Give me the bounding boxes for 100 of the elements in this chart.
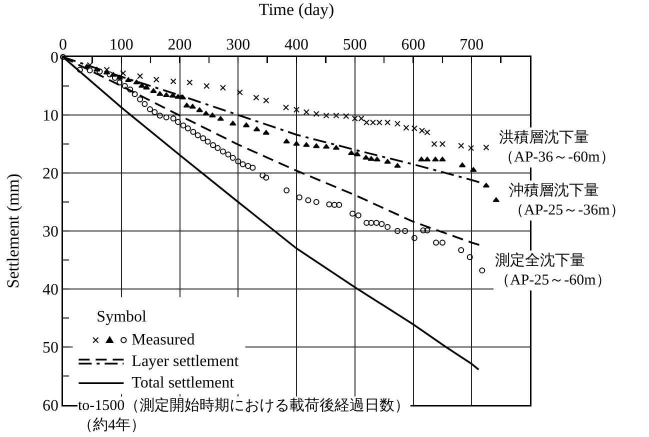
point: [466, 254, 473, 260]
point: [184, 125, 191, 132]
point: [333, 112, 340, 119]
point: [384, 120, 391, 126]
point: [492, 197, 500, 202]
point: [322, 144, 330, 149]
point: [293, 141, 300, 146]
point: [142, 100, 148, 107]
point: [394, 120, 400, 127]
y-tick-label: 50: [42, 340, 58, 357]
point: [235, 158, 242, 164]
point: [331, 202, 338, 208]
y-tick-label: 0: [50, 50, 58, 67]
point: [194, 132, 201, 138]
point: [146, 106, 153, 112]
point: [132, 91, 138, 98]
point: [153, 76, 160, 83]
point: [303, 109, 310, 116]
point: [170, 78, 176, 84]
point: [354, 151, 361, 156]
point: [240, 161, 246, 168]
point: [133, 80, 140, 84]
point: [116, 80, 123, 86]
point: [343, 113, 350, 120]
point: [312, 143, 320, 148]
point: [76, 66, 83, 73]
point: [364, 220, 370, 226]
point: [156, 112, 163, 119]
y-tick-label: 30: [42, 224, 58, 241]
point: [263, 174, 270, 181]
point: [220, 148, 226, 155]
point: [209, 112, 216, 118]
point: [150, 88, 157, 93]
point: [196, 107, 203, 112]
point: [186, 80, 193, 86]
point: [202, 110, 210, 116]
point: [458, 162, 466, 168]
point: [355, 212, 362, 218]
y-axis-title: Settlement (mm): [4, 174, 23, 288]
point: [403, 124, 410, 131]
point: [175, 118, 181, 125]
point: [180, 122, 186, 128]
point: [368, 220, 374, 226]
point: [411, 125, 418, 132]
x-tick-label: 200: [168, 36, 192, 54]
point: [420, 227, 426, 234]
point: [190, 128, 196, 135]
point: [260, 172, 266, 178]
point: [156, 91, 164, 96]
point: [284, 187, 290, 194]
point: [220, 84, 226, 91]
point: [143, 84, 150, 90]
point: [326, 201, 332, 208]
point: [458, 142, 464, 149]
point: [468, 145, 474, 152]
y-tick-label: 60: [42, 398, 58, 415]
point: [313, 110, 320, 117]
point: [384, 158, 391, 164]
point: [431, 141, 438, 147]
point: [152, 109, 158, 116]
point: [418, 156, 425, 162]
point: [162, 92, 170, 98]
point: [204, 138, 211, 145]
x-tick-label: 600: [401, 36, 426, 54]
point: [253, 94, 260, 101]
annotation: to-1500（測定開始時期における載荷後経過日数）（約4年）: [78, 397, 410, 434]
point: [127, 86, 134, 92]
x-tick-label: 300: [226, 36, 250, 54]
point: [170, 115, 176, 122]
annotation: 測定全沈下量（AP-25～-60m）: [495, 252, 611, 288]
point: [296, 194, 302, 200]
point: [122, 83, 128, 89]
y-tick-label: 40: [42, 282, 58, 299]
point: [200, 135, 206, 142]
point: [245, 163, 252, 170]
point: [313, 199, 320, 205]
point: [210, 142, 216, 148]
x-axis-title: Time (day): [258, 0, 334, 19]
legend-label: Measured: [132, 332, 195, 349]
point: [283, 138, 290, 144]
point: [137, 73, 144, 80]
point: [230, 154, 236, 161]
point: [303, 142, 310, 147]
point: [394, 228, 400, 234]
x-tick-label: 700: [460, 36, 484, 54]
point: [163, 114, 170, 120]
point: [348, 150, 355, 156]
point: [458, 247, 464, 254]
point: [374, 156, 380, 162]
point: [242, 122, 250, 128]
x-tick-label: 500: [342, 36, 367, 54]
point: [137, 96, 144, 102]
x-tick-label: 100: [109, 36, 134, 54]
point: [96, 68, 103, 74]
point: [411, 234, 418, 241]
point: [294, 106, 300, 113]
point: [225, 151, 232, 158]
point: [483, 144, 490, 150]
legend-label: Layer settlement: [132, 353, 240, 370]
point: [394, 163, 401, 168]
